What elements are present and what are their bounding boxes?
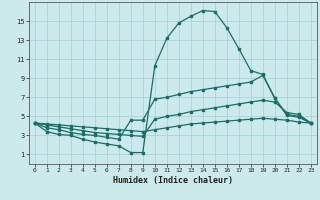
X-axis label: Humidex (Indice chaleur): Humidex (Indice chaleur): [113, 176, 233, 185]
